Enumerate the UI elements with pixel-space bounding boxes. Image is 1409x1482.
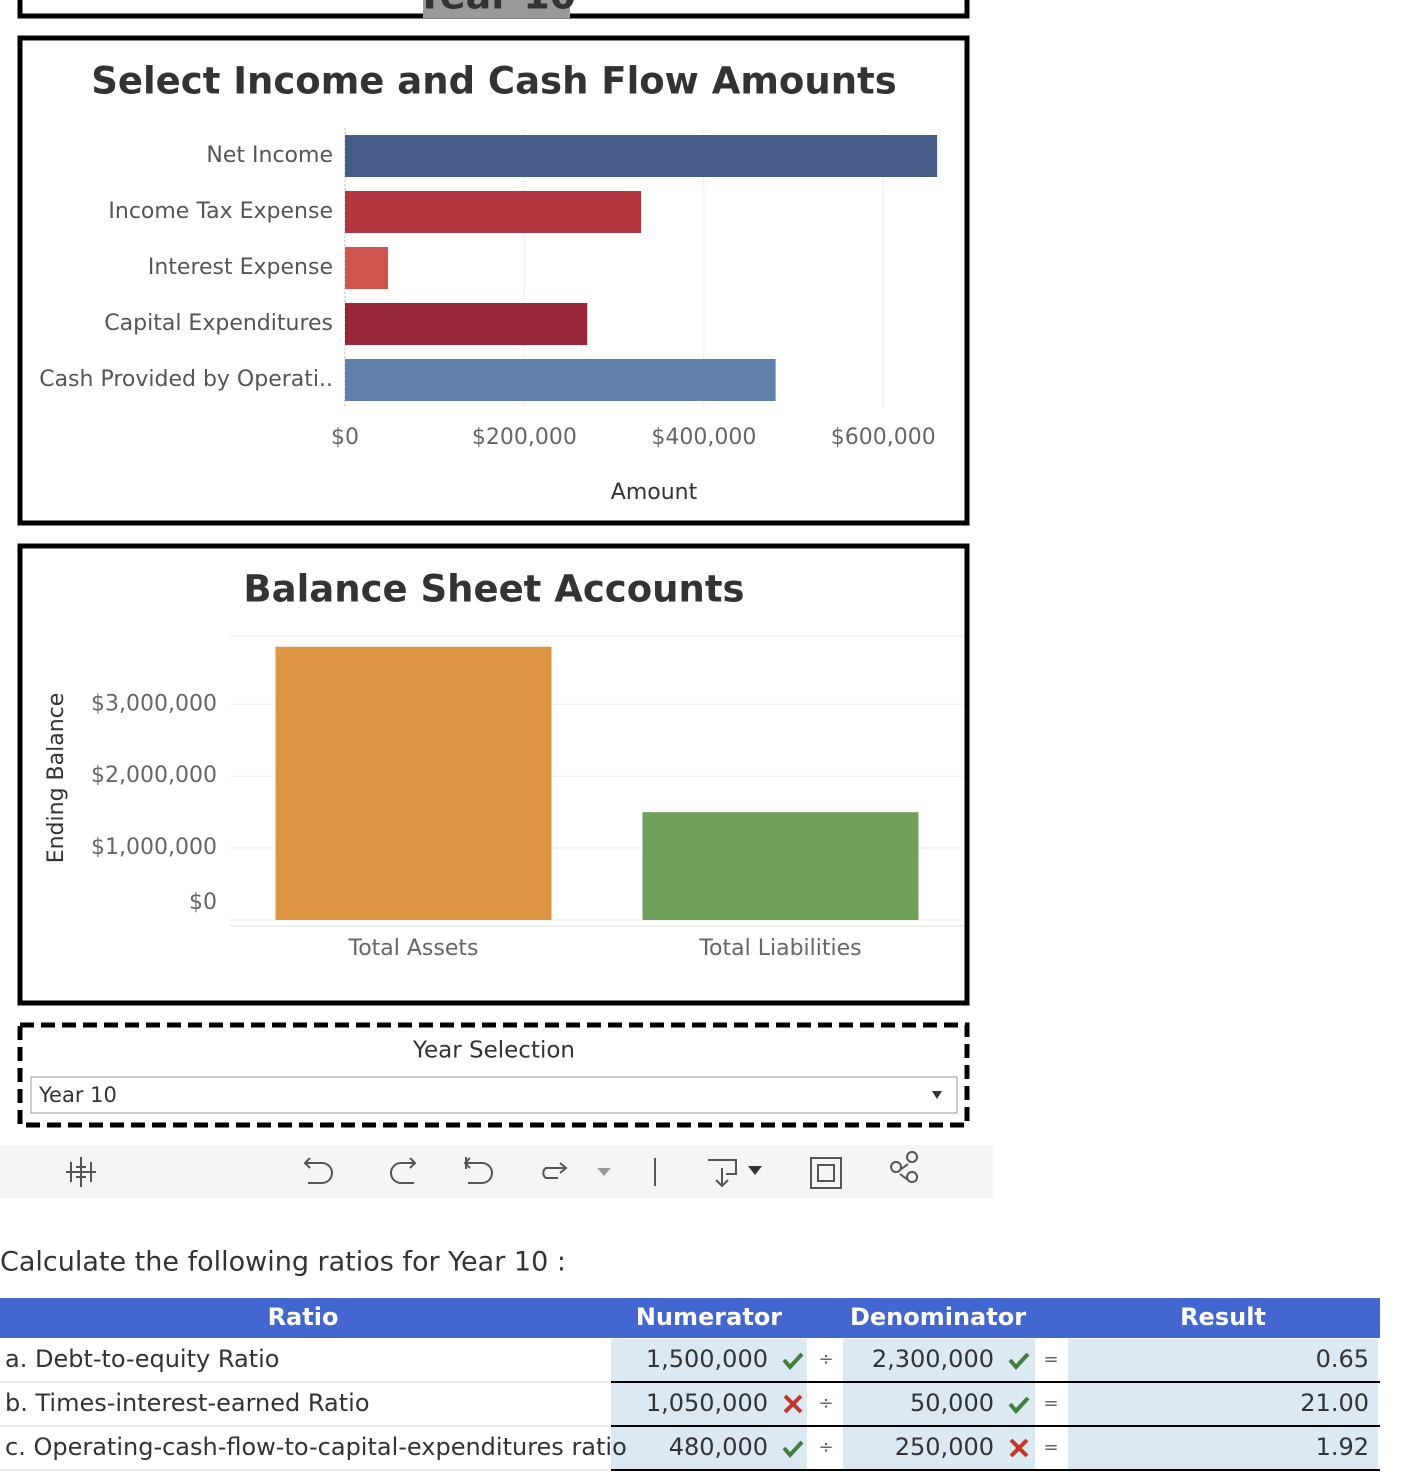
- y-tick-label: Capital Expenditures: [104, 311, 333, 336]
- denominator: 50,000: [910, 1389, 994, 1417]
- x-tick-label: $600,000: [831, 425, 936, 450]
- numerator: 1,500,000: [646, 1345, 768, 1373]
- y-tick-label: $3,000,000: [91, 691, 217, 716]
- x-tick-label: $400,000: [651, 425, 756, 450]
- chart-frame: [17, 35, 970, 526]
- x-tick-label: Total Assets: [348, 936, 479, 961]
- y-tick-label: $0: [189, 890, 217, 915]
- y-tick-label: $2,000,000: [91, 763, 217, 788]
- bar: [642, 812, 919, 920]
- y-tick-label: $1,000,000: [91, 835, 217, 860]
- table-header: [0, 1298, 1380, 1338]
- toolbar: [0, 1145, 993, 1198]
- share-button[interactable]: [890, 1151, 919, 1183]
- numerator: 480,000: [669, 1433, 768, 1461]
- table-header-cell: Numerator: [636, 1303, 782, 1331]
- y-tick-label: Cash Provided by Operati..: [39, 367, 333, 392]
- x-tick-label: Total Liabilities: [698, 936, 861, 961]
- denominator-cell: [843, 1427, 1035, 1469]
- numerator-cell: [611, 1339, 807, 1381]
- dropdown-arrow: [932, 1091, 942, 1099]
- refresh-arrow: [597, 1168, 611, 1176]
- ratio-name: c. Operating-cash-flow-to-capital-expend…: [5, 1433, 627, 1461]
- result-cell: [1068, 1427, 1378, 1469]
- table-header-cell: Result: [1180, 1303, 1266, 1331]
- bar: [345, 359, 776, 401]
- filter-label: Year Selection: [412, 1038, 575, 1064]
- divide-sign: ÷: [818, 1349, 833, 1370]
- download-arrow: [748, 1166, 762, 1175]
- status-correct: [1008, 1396, 1030, 1415]
- bar: [345, 135, 938, 177]
- numerator-cell: [611, 1383, 807, 1425]
- bar: [345, 303, 588, 345]
- tableau-logo: [66, 1157, 96, 1187]
- ratio-name: a. Debt-to-equity Ratio: [5, 1345, 279, 1373]
- undo-button[interactable]: [303, 1157, 333, 1184]
- y-tick-label: Net Income: [206, 143, 333, 168]
- y-tick-label: Interest Expense: [148, 255, 333, 280]
- y-tick-label: Income Tax Expense: [108, 199, 333, 224]
- top-tab: Year 10: [415, 0, 576, 18]
- denominator-cell: [843, 1339, 1035, 1381]
- result-cell: [1068, 1383, 1378, 1425]
- result: 0.65: [1316, 1345, 1369, 1373]
- revert-button[interactable]: [463, 1157, 493, 1184]
- status-incorrect: [783, 1394, 803, 1414]
- x-axis-title: Amount: [611, 480, 698, 505]
- x-tick-label: $0: [331, 425, 359, 450]
- equals-sign: =: [1043, 1393, 1058, 1414]
- bar: [345, 247, 389, 289]
- refresh-button[interactable]: [542, 1162, 568, 1179]
- prompt: Calculate the following ratios for Year …: [0, 1247, 566, 1278]
- result-cell: [1068, 1339, 1378, 1381]
- x-tick-label: $200,000: [472, 425, 577, 450]
- table-header-cell: Ratio: [268, 1303, 339, 1331]
- status-correct: [782, 1352, 804, 1371]
- ratio-name: b. Times-interest-earned Ratio: [5, 1389, 370, 1417]
- bar: [345, 191, 642, 233]
- divide-sign: ÷: [818, 1393, 833, 1414]
- status-correct: [1008, 1352, 1030, 1371]
- denominator: 250,000: [895, 1433, 994, 1461]
- dropdown-value: Year 10: [38, 1083, 117, 1107]
- result: 1.92: [1316, 1433, 1369, 1461]
- redo-button[interactable]: [390, 1157, 417, 1184]
- fullscreen-button[interactable]: [810, 1157, 842, 1189]
- result: 21.00: [1300, 1389, 1369, 1417]
- denominator: 2,300,000: [872, 1345, 994, 1373]
- divide-sign: ÷: [818, 1437, 833, 1458]
- table-header-cell: Denominator: [850, 1303, 1026, 1331]
- denominator-cell: [843, 1383, 1035, 1425]
- top-tab-bg: [423, 0, 570, 18]
- chart-title: Select Income and Cash Flow Amounts: [91, 60, 897, 103]
- status-correct: [782, 1440, 804, 1459]
- equals-sign: =: [1043, 1349, 1058, 1370]
- numerator: 1,050,000: [646, 1389, 768, 1417]
- equals-sign: =: [1043, 1437, 1058, 1458]
- download-button[interactable]: [708, 1159, 737, 1188]
- y-axis-title: Ending Balance: [44, 693, 69, 864]
- chart-title: Balance Sheet Accounts: [243, 568, 744, 611]
- numerator-cell: [611, 1427, 807, 1469]
- dropdown[interactable]: [30, 1076, 958, 1114]
- bar: [275, 646, 552, 920]
- status-incorrect: [1009, 1438, 1029, 1458]
